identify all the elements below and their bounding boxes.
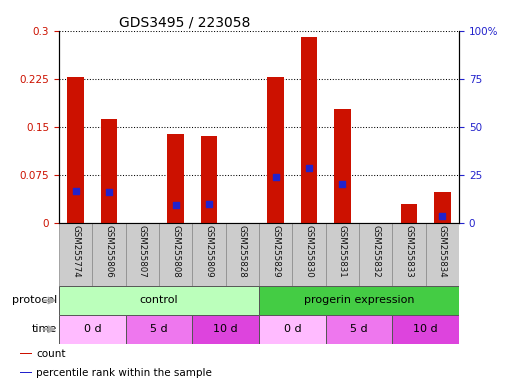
Text: GSM255774: GSM255774 <box>71 225 80 277</box>
Point <box>338 181 346 187</box>
Text: 10 d: 10 d <box>213 324 238 334</box>
Text: GDS3495 / 223058: GDS3495 / 223058 <box>119 16 250 30</box>
Bar <box>59 315 126 344</box>
Bar <box>20 353 32 354</box>
Bar <box>434 192 451 223</box>
Bar <box>426 223 459 286</box>
Bar <box>226 223 259 286</box>
Text: GSM255834: GSM255834 <box>438 225 447 277</box>
Text: GSM255808: GSM255808 <box>171 225 180 277</box>
Bar <box>101 119 117 223</box>
Text: protocol: protocol <box>12 295 57 306</box>
Text: GSM255806: GSM255806 <box>105 225 113 277</box>
Bar <box>167 134 184 223</box>
Text: control: control <box>140 295 179 306</box>
Text: GSM255833: GSM255833 <box>405 225 413 277</box>
Point <box>271 174 280 180</box>
Text: percentile rank within the sample: percentile rank within the sample <box>36 368 212 378</box>
Text: count: count <box>36 349 66 359</box>
Text: GSM255828: GSM255828 <box>238 225 247 277</box>
Bar <box>59 223 92 286</box>
Text: 0 d: 0 d <box>84 324 101 334</box>
Bar <box>192 315 259 344</box>
Text: GSM255829: GSM255829 <box>271 225 280 277</box>
Bar <box>259 315 326 344</box>
Point <box>71 188 80 194</box>
Bar <box>359 223 392 286</box>
Bar <box>267 78 284 223</box>
Bar <box>301 37 318 223</box>
Text: progerin expression: progerin expression <box>304 295 415 306</box>
Point <box>105 189 113 195</box>
Text: GSM255832: GSM255832 <box>371 225 380 277</box>
Bar <box>92 223 126 286</box>
Bar <box>126 223 159 286</box>
Text: 0 d: 0 d <box>284 324 301 334</box>
Point <box>171 202 180 208</box>
Text: 5 d: 5 d <box>350 324 368 334</box>
Bar <box>326 223 359 286</box>
Bar <box>201 136 218 223</box>
Bar <box>392 223 426 286</box>
Bar <box>326 315 392 344</box>
Point <box>438 213 446 219</box>
Bar <box>292 223 326 286</box>
Text: 5 d: 5 d <box>150 324 168 334</box>
Bar <box>334 109 351 223</box>
Text: GSM255809: GSM255809 <box>205 225 213 277</box>
Bar <box>259 223 292 286</box>
Bar <box>401 204 418 223</box>
Text: time: time <box>32 324 57 334</box>
Text: GSM255807: GSM255807 <box>138 225 147 277</box>
Point <box>305 165 313 171</box>
Bar <box>59 286 259 315</box>
Bar <box>259 286 459 315</box>
Bar <box>126 315 192 344</box>
Text: GSM255831: GSM255831 <box>338 225 347 277</box>
Bar <box>392 315 459 344</box>
Text: GSM255830: GSM255830 <box>305 225 313 277</box>
Bar <box>192 223 226 286</box>
Point <box>205 200 213 207</box>
Bar <box>67 77 84 223</box>
Text: 10 d: 10 d <box>413 324 438 334</box>
Bar <box>159 223 192 286</box>
Bar <box>20 372 32 373</box>
